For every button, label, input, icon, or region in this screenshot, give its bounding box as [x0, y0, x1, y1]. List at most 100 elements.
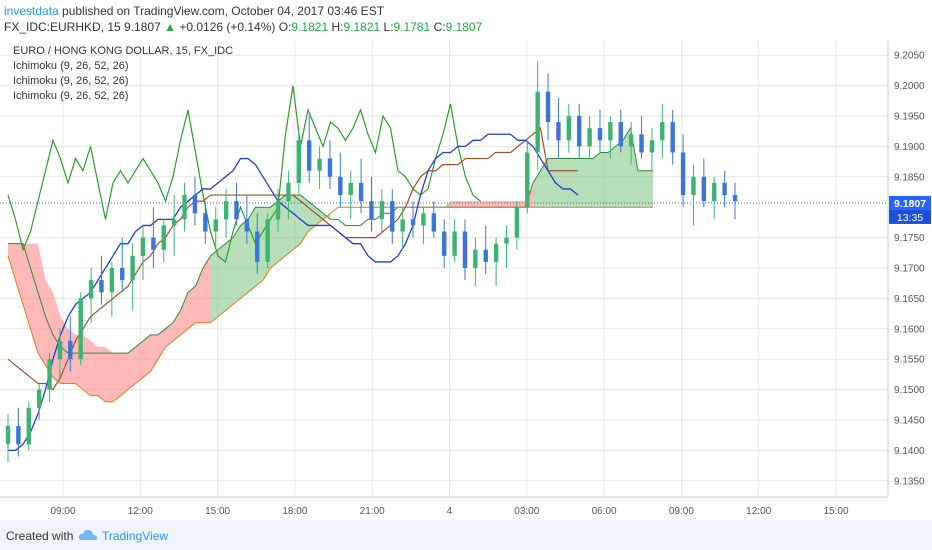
candle-down	[639, 134, 644, 153]
candle-up	[493, 243, 499, 262]
x-tick-label: 12:00	[128, 506, 153, 517]
cloud-segment-bear	[195, 268, 203, 323]
candle-up	[275, 201, 281, 220]
candle-down	[203, 213, 208, 232]
tradingview-cloud-icon[interactable]	[78, 528, 98, 545]
author-link[interactable]: investdata	[4, 4, 59, 18]
ohlc-line: FX_IDC:EURHKD, 15 9.1807 ▲ +0.0126 (+0.1…	[4, 20, 482, 34]
y-tick-label: 9.1500	[894, 385, 925, 396]
cloud-segment-bull	[210, 249, 218, 323]
cloud-segment-bear	[158, 328, 166, 360]
low-label: L:	[383, 20, 394, 34]
candle-up	[286, 182, 291, 202]
y-tick-label: 9.1400	[894, 446, 925, 457]
cloud-segment-bear	[23, 243, 31, 329]
candle-down	[244, 219, 250, 232]
y-tick-label: 9.1850	[894, 172, 925, 183]
candle-up	[296, 140, 301, 183]
candle-up	[400, 219, 405, 232]
symbol-label: FX_IDC:EURHKD, 15	[4, 20, 121, 34]
x-tick-label: 12:00	[746, 506, 771, 517]
candle-down	[545, 91, 551, 123]
cloud-segment-bull	[540, 158, 548, 208]
cloud-segment-bull	[585, 158, 593, 208]
chart-header: investdata published on TradingView.com,…	[4, 2, 928, 36]
candle-up	[379, 201, 385, 220]
candle-up	[504, 237, 509, 244]
cloud-segment-bear	[105, 347, 113, 402]
cloud-segment-bear	[180, 292, 188, 335]
candle-down	[556, 122, 561, 141]
tradingview-brand-link[interactable]: TradingView	[102, 529, 169, 543]
cloud-segment-bear	[83, 334, 91, 396]
bar-countdown: 13:35	[897, 212, 923, 224]
high-value: 9.1821	[343, 20, 381, 34]
cloud-segment-bull	[623, 128, 631, 208]
cloud-segment-bull	[608, 146, 616, 208]
y-tick-label: 9.2000	[894, 81, 925, 92]
cloud-segment-bull	[248, 207, 256, 293]
cloud-segment-bull	[218, 243, 226, 317]
chart-canvas[interactable]: 9.2050 9.2000 9.1950 9.1900 9.1850 9.1750 9.17…	[0, 36, 932, 520]
cloud-segment-bull	[300, 195, 308, 244]
candle-up	[317, 158, 322, 171]
tenkan-sen-line	[8, 133, 579, 452]
candle-down	[99, 280, 104, 293]
candle-up	[535, 91, 540, 153]
candle-down	[120, 268, 125, 281]
chikou-span-line	[7, 85, 481, 263]
candle-down	[390, 201, 395, 232]
candle-up	[5, 426, 11, 445]
chart-title: EURO / HONG KONG DOLLAR, 15, FX_IDC	[13, 45, 233, 57]
cloud-segment-bear	[90, 340, 98, 396]
cloud-segment-bear	[480, 201, 488, 208]
cloud-segment-bull	[600, 152, 608, 208]
cloud-segment-bull	[593, 152, 601, 208]
cloud-segment-bear	[473, 201, 481, 208]
candle-up	[78, 298, 83, 360]
y-tick-label: 9.1950	[894, 112, 925, 123]
up-triangle-icon: ▲	[164, 20, 176, 34]
cloud-segment-bull	[548, 158, 556, 208]
cloud-segment-bull	[630, 128, 638, 208]
last-price-tag: 9.1807 13:35	[889, 195, 931, 224]
candle-up	[26, 407, 31, 445]
x-tick-label: 15:00	[823, 506, 848, 517]
chart-legend: EURO / HONG KONG DOLLAR, 15, FX_IDC Ichi…	[13, 45, 233, 102]
candle-down	[577, 116, 582, 147]
candle-up	[608, 122, 613, 141]
cloud-segment-bull	[645, 170, 653, 208]
cloud-segment-bear	[120, 353, 128, 396]
y-tick-label: 9.1350	[894, 476, 925, 487]
cloud-segment-bear	[518, 201, 526, 208]
y-tick-label: 9.1900	[894, 142, 925, 153]
candle-down	[431, 213, 437, 232]
ichimoku-lines	[0, 85, 888, 452]
candle-down	[192, 195, 198, 214]
cloud-segment-bear	[495, 201, 503, 208]
cloud-segment-bear	[173, 310, 181, 341]
senkou-span-a-line	[8, 126, 653, 354]
cloud-segment-bull	[285, 195, 293, 256]
high-label: H:	[331, 20, 344, 34]
indicator-label-3: Ichimoku (9, 26, 52, 26)	[13, 90, 129, 102]
price-chart[interactable]: 9.2050 9.2000 9.1950 9.1900 9.1850 9.1750 9.17…	[0, 36, 932, 520]
cloud-segment-bear	[135, 340, 143, 384]
candle-down	[732, 195, 738, 202]
candle-up	[649, 140, 655, 153]
candle-down	[327, 158, 333, 177]
publish-info: published on TradingView.com, October 04…	[58, 4, 385, 18]
cloud-segment-bull	[555, 158, 563, 208]
y-tick-label: 9.2050	[894, 51, 925, 62]
x-axis[interactable]: 09:00 12:00 15:00 18:00 21:00 4 03:00 06:00 09:0…	[50, 506, 848, 517]
candle-up	[171, 219, 177, 226]
senkou-span-b-line	[7, 206, 653, 403]
y-axis[interactable]: 9.2050 9.2000 9.1950 9.1900 9.1850 9.1750 9.17…	[894, 51, 925, 488]
y-tick-label: 9.1600	[894, 324, 925, 335]
candle-down	[68, 340, 73, 360]
x-tick-label: 15:00	[205, 506, 230, 517]
y-tick-label: 9.1550	[894, 355, 925, 366]
x-tick-label: 09:00	[669, 506, 694, 517]
cloud-segment-bear	[458, 201, 466, 208]
candle-up	[566, 116, 572, 141]
